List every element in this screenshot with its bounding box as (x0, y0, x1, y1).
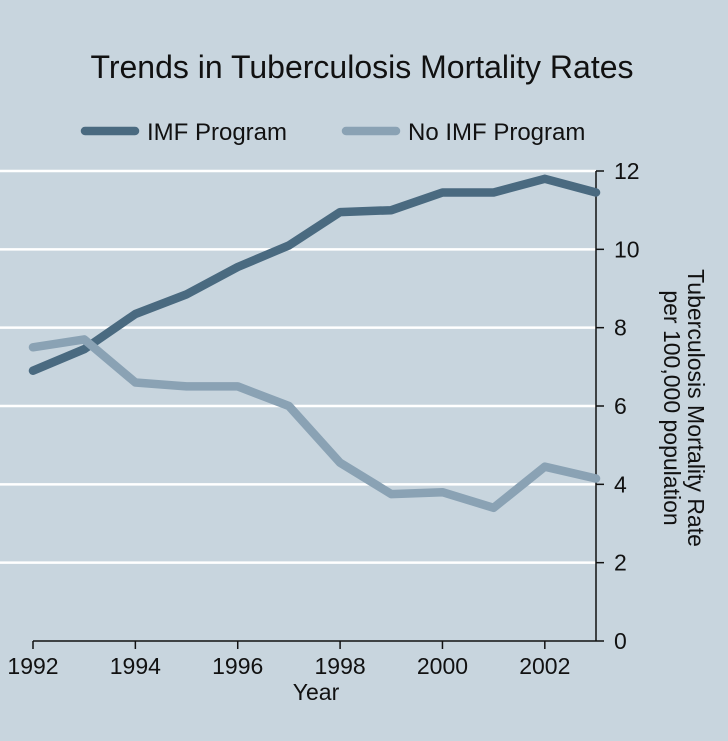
y-axis-title-line2: per 100,000 population (659, 290, 685, 525)
x-axis-title: Year (293, 679, 340, 705)
y-tick-label-12: 12 (614, 158, 640, 184)
series-line-no-imf-program (28, 335, 601, 513)
y-axis-title: Tuberculosis Mortality Rate per 100,000 … (659, 269, 709, 547)
x-tick-label-1992: 1992 (7, 653, 58, 679)
series-line-imf-program (28, 174, 601, 375)
y-tick-label-0: 0 (614, 628, 627, 654)
x-tick-label-2000: 2000 (417, 653, 468, 679)
y-tick-label-6: 6 (614, 393, 627, 419)
x-tick-label-2002: 2002 (519, 653, 570, 679)
x-tick-label-1996: 1996 (212, 653, 263, 679)
y-tick-label-2: 2 (614, 550, 627, 576)
y-tick-label-8: 8 (614, 315, 627, 341)
legend-label-no-imf-program: No IMF Program (408, 119, 585, 146)
chart-title: Trends in Tuberculosis Mortality Rates (90, 49, 633, 85)
gridlines (0, 169, 596, 564)
axes: 0 2 4 6 8 10 12 1992 1994 1996 1998 2000 2002 (7, 158, 639, 679)
y-tick-label-10: 10 (614, 236, 640, 262)
legend: IMF Program No IMF Program (80, 119, 585, 146)
y-tick-label-4: 4 (614, 471, 627, 497)
x-tick-label-1994: 1994 (110, 653, 161, 679)
series-group (28, 174, 601, 513)
y-axis-title-line1: Tuberculosis Mortality Rate (683, 269, 709, 547)
x-tick-label-1998: 1998 (315, 653, 366, 679)
legend-label-imf-program: IMF Program (147, 119, 287, 146)
